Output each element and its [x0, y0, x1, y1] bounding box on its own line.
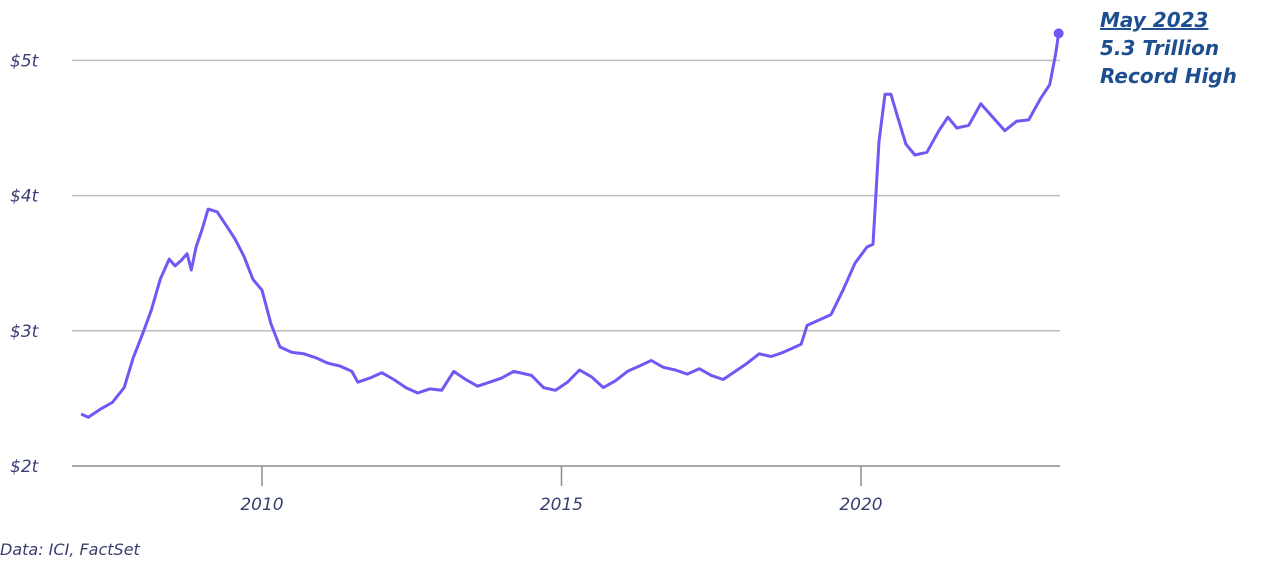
y-tick-label: $2t	[10, 457, 40, 477]
x-tick-label: 2010	[240, 495, 283, 515]
y-tick-label: $5t	[10, 51, 40, 71]
horizontal-gridlines	[72, 59, 1060, 467]
annotation-label: Record High	[1100, 64, 1237, 88]
x-axis	[261, 466, 862, 486]
x-tick-label: 2015	[540, 495, 583, 515]
endpoint-marker	[1053, 28, 1064, 39]
x-tick-label: 2020	[839, 495, 882, 515]
series-line	[80, 31, 1061, 419]
source-note: Data: ICI, FactSet	[0, 540, 140, 559]
x-tick-labels: 2010 2015 2020	[240, 495, 882, 515]
annotation-date: May 2023	[1100, 8, 1209, 32]
record-high-annotation: May 2023 5.3 Trillion Record High	[1100, 6, 1237, 90]
y-tick-label: $4t	[10, 187, 40, 207]
y-tick-label: $3t	[10, 322, 40, 342]
y-tick-labels: $2t $3t $4t $5t	[10, 51, 40, 477]
annotation-value: 5.3 Trillion	[1100, 36, 1220, 60]
